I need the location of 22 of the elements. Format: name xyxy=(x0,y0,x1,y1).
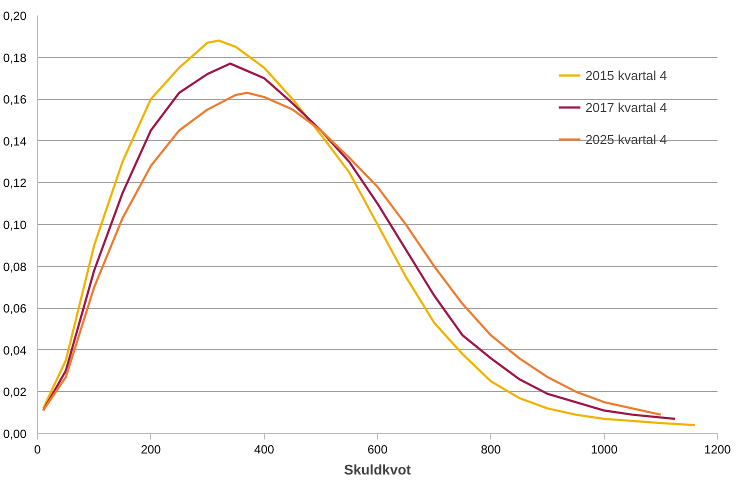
y-tick-label: 0,18 xyxy=(3,50,27,65)
y-tick-label: 0,08 xyxy=(3,260,27,274)
y-tick-label: 0,02 xyxy=(3,385,27,400)
legend-label: 2025 kvartal 4 xyxy=(585,132,667,146)
y-tick-label: 0,20 xyxy=(3,9,27,23)
x-tick-label: 800 xyxy=(480,442,502,456)
x-tick-label: 0 xyxy=(34,442,42,456)
y-tick-label: 0,04 xyxy=(3,343,27,358)
y-tick-label: 0,12 xyxy=(3,176,27,190)
x-tick-label: 600 xyxy=(367,442,388,456)
y-tick-label: 0,00 xyxy=(3,427,27,441)
x-tick-label: 1000 xyxy=(590,442,618,456)
y-tick-label: 0,10 xyxy=(3,218,27,232)
x-tick-label: 200 xyxy=(140,442,162,456)
x-tick-label: 1200 xyxy=(704,442,732,456)
x-axis-title: Skuldkvot xyxy=(344,462,412,478)
y-tick-label: 0,16 xyxy=(3,92,27,107)
legend-label: 2015 kvartal 4 xyxy=(585,68,667,82)
x-tick-label: 400 xyxy=(254,442,275,456)
legend-label: 2017 kvartal 4 xyxy=(585,100,667,114)
y-tick-label: 0,06 xyxy=(3,302,27,316)
y-tick-label: 0,14 xyxy=(3,134,27,148)
